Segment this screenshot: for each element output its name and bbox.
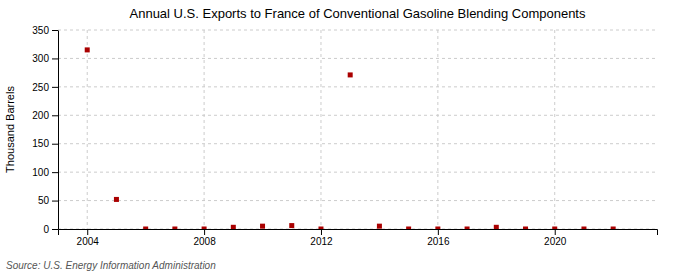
x-tick: 2004 bbox=[77, 229, 100, 247]
point bbox=[552, 227, 557, 230]
x-tick-mark bbox=[321, 229, 322, 235]
x-tick-mark bbox=[204, 229, 205, 235]
point bbox=[377, 224, 382, 229]
x-tick-mark bbox=[87, 229, 88, 235]
y-tick-label: 0 bbox=[43, 224, 49, 235]
point bbox=[172, 227, 177, 230]
point bbox=[523, 227, 528, 230]
point bbox=[289, 223, 294, 228]
x-tick-mark bbox=[555, 229, 556, 235]
y-tick-mark bbox=[52, 201, 58, 202]
x-grid-line bbox=[87, 30, 88, 229]
point bbox=[143, 227, 148, 230]
y-tick-mark bbox=[52, 58, 58, 59]
y-tick-label: 250 bbox=[32, 82, 49, 93]
chart-container: 2004 2008 2012 2016 2020 0 50 100 150 200 250 300 35… bbox=[0, 0, 675, 275]
x-grid-line bbox=[204, 30, 205, 229]
x-grid-line bbox=[320, 30, 321, 229]
point bbox=[231, 225, 236, 229]
point bbox=[260, 224, 265, 229]
point bbox=[435, 227, 440, 230]
y-tick-label: 200 bbox=[32, 110, 49, 121]
y-tick: 300 bbox=[32, 53, 58, 64]
x-tick-mark bbox=[438, 229, 439, 235]
y-tick: 250 bbox=[32, 82, 58, 93]
x-tick-label: 2004 bbox=[77, 236, 100, 247]
y-grid-line bbox=[58, 30, 657, 31]
y-tick-label: 50 bbox=[38, 195, 50, 206]
x-tick-label: 2012 bbox=[310, 236, 333, 247]
point bbox=[114, 197, 119, 202]
point bbox=[318, 227, 323, 230]
point bbox=[348, 72, 353, 77]
y-axis: 0 50 100 150 200 250 300 350 bbox=[32, 25, 58, 235]
x-tick: 2016 bbox=[427, 229, 450, 247]
point bbox=[406, 227, 411, 230]
y-tick-mark bbox=[52, 87, 58, 88]
x-grid-line bbox=[437, 30, 438, 229]
point bbox=[494, 225, 499, 229]
x-axis-line bbox=[59, 230, 658, 236]
y-tick-mark bbox=[52, 115, 58, 116]
x-tick-label: 2020 bbox=[544, 236, 567, 247]
y-tick-mark bbox=[52, 30, 58, 31]
y-tick-label: 350 bbox=[32, 25, 49, 36]
y-tick: 200 bbox=[32, 110, 58, 121]
y-grid-line bbox=[58, 58, 657, 59]
y-tick-label: 150 bbox=[32, 138, 49, 149]
grid bbox=[58, 30, 657, 229]
y-tick-label: 300 bbox=[32, 53, 49, 64]
point bbox=[85, 47, 90, 52]
y-tick: 350 bbox=[32, 25, 58, 36]
point bbox=[202, 227, 207, 230]
x-tick-label: 2016 bbox=[427, 236, 450, 247]
y-tick-label: 100 bbox=[32, 167, 49, 178]
y-axis-title: Thousand Barrels bbox=[4, 86, 16, 173]
source-note: Source: U.S. Energy Information Administ… bbox=[6, 260, 216, 271]
y-axis-line bbox=[58, 31, 59, 230]
y-tick-mark bbox=[52, 229, 58, 230]
y-grid-line bbox=[58, 143, 657, 144]
x-tick-label: 2008 bbox=[193, 236, 216, 247]
x-axis: 2004 2008 2012 2016 2020 bbox=[59, 229, 658, 247]
y-tick-mark bbox=[52, 144, 58, 145]
y-tick-mark bbox=[52, 172, 58, 173]
point bbox=[465, 227, 470, 230]
y-grid-line bbox=[58, 86, 657, 87]
point bbox=[611, 227, 616, 230]
title: Annual U.S. Exports to France of Convent… bbox=[130, 6, 586, 21]
y-grid-line bbox=[58, 115, 657, 116]
y-grid-line bbox=[58, 200, 657, 201]
chart-svg: 2004 2008 2012 2016 2020 0 50 100 150 200 250 300 35… bbox=[0, 0, 675, 275]
y-tick: 50 bbox=[38, 195, 58, 206]
x-tick: 2020 bbox=[544, 229, 567, 247]
point bbox=[581, 227, 586, 230]
y-grid-line bbox=[58, 172, 657, 173]
y-tick: 150 bbox=[32, 138, 58, 149]
y-tick: 0 bbox=[43, 224, 58, 235]
x-tick: 2012 bbox=[310, 229, 333, 247]
x-tick: 2008 bbox=[193, 229, 216, 247]
x-grid-line bbox=[554, 30, 555, 229]
y-tick: 100 bbox=[32, 167, 58, 178]
plot-area bbox=[85, 47, 616, 229]
